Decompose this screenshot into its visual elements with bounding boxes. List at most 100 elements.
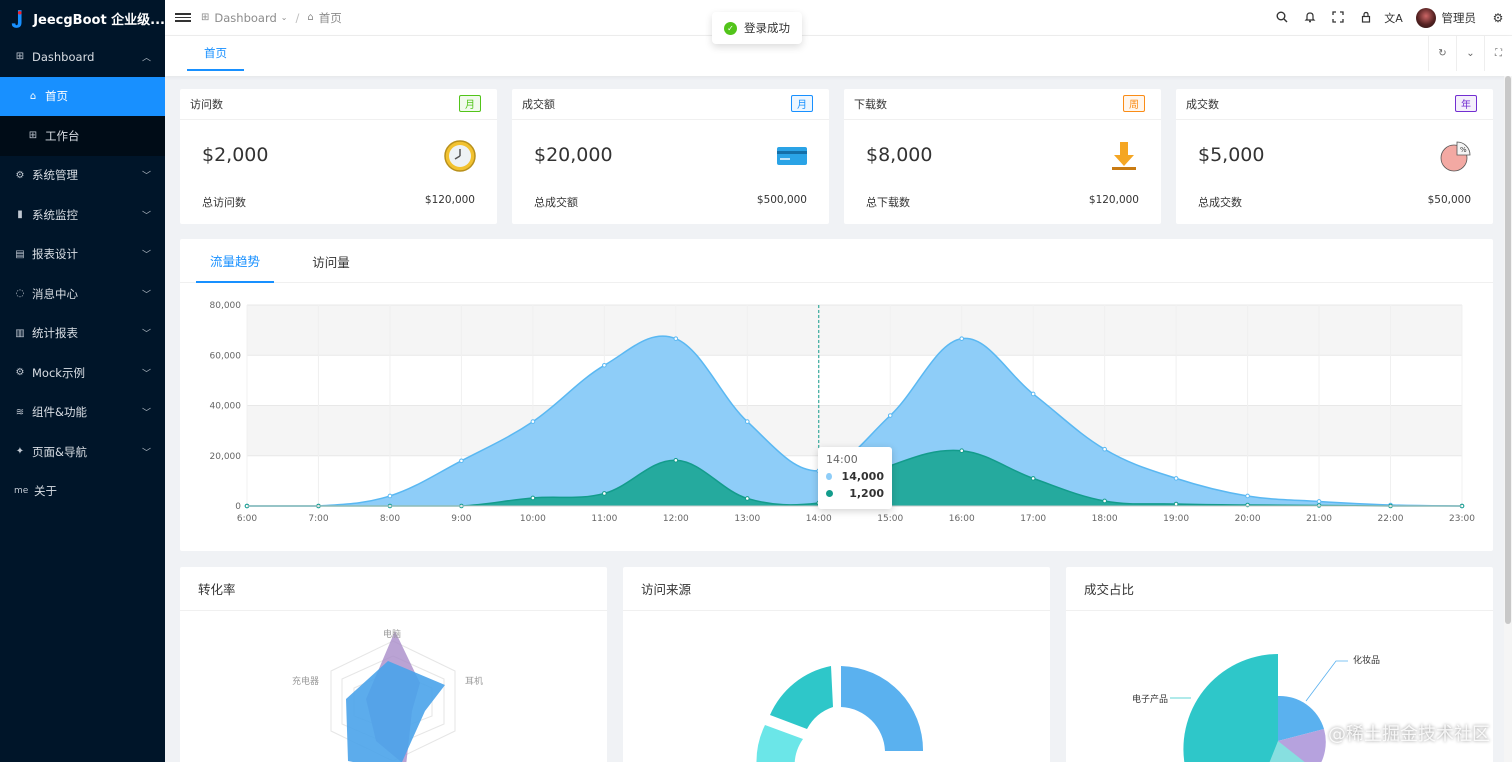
sidebar-item-label: Dashboard	[32, 49, 95, 64]
check-circle-icon: ✓	[724, 21, 737, 35]
sidebar: JeecgBoot 企业级... ⊞ Dashboard ︿ ⌂ 首页 ⊞ 工作台 ⚙ 系统管理…	[0, 0, 165, 762]
fullscreen-icon[interactable]	[1324, 10, 1352, 26]
app-title: JeecgBoot 企业级...	[33, 13, 165, 28]
y-tick-label: 20,000	[210, 452, 242, 462]
chevron-up-icon: ︿	[141, 53, 151, 64]
donut-chart[interactable]	[623, 611, 1050, 762]
sidebar-item-label: 首页	[45, 89, 68, 104]
bank-icon: ⌂	[29, 90, 37, 102]
scroll-thumb[interactable]	[1505, 76, 1511, 624]
page-scrollbar[interactable]	[1504, 76, 1512, 762]
chevron-down-icon: ﹀	[141, 408, 151, 419]
sidebar-item-2[interactable]: ⊞ 工作台	[0, 116, 165, 156]
stat-value: $2,000	[202, 144, 269, 166]
series-2-point	[1173, 501, 1179, 507]
bell-icon[interactable]	[1296, 11, 1324, 26]
traffic-area-chart[interactable]: 0 20,000 40,000 60,000 80,000 6:00 7:00 8:00 9:0…	[180, 283, 1493, 551]
chevron-down-icon[interactable]: ⌄	[1456, 36, 1484, 71]
x-tick-label: 16:00	[949, 514, 975, 524]
sidebar-item-5[interactable]: ▤ 报表设计 ﹀	[0, 235, 165, 275]
refresh-icon[interactable]: ↻	[1428, 36, 1456, 71]
period-tag: 月	[791, 95, 813, 112]
sidebar-item-10[interactable]: ✦ 页面&导航 ﹀	[0, 432, 165, 472]
stat-card: 下载数 周 $8,000 总下载数 $120,000	[844, 89, 1161, 224]
tab-home[interactable]: 首页	[187, 36, 244, 71]
series-1-point	[1316, 499, 1322, 504]
menu-fold-icon[interactable]	[175, 10, 191, 26]
sidebar-item-0[interactable]: ⊞ Dashboard ︿	[0, 37, 165, 77]
breadcrumb-dashboard[interactable]: Dashboard	[214, 10, 277, 25]
y-tick-label: 40,000	[210, 402, 242, 412]
series-1-point	[1030, 391, 1036, 397]
series-1-point	[673, 336, 679, 341]
donut-slice-blue	[841, 666, 924, 751]
donut-slice-teal	[770, 666, 833, 729]
sidebar-item-11[interactable]: me 关于	[0, 472, 165, 512]
sidebar-item-4[interactable]: ▮ 系统监控 ﹀	[0, 195, 165, 235]
credit-card-icon	[775, 139, 809, 173]
svg-text:%: %	[1460, 146, 1467, 154]
chevron-down-icon: ﹀	[141, 329, 151, 340]
x-tick-label: 20:00	[1235, 514, 1261, 524]
sidebar-item-6[interactable]: ◌ 消息中心 ﹀	[0, 274, 165, 314]
sidebar-item-label: Mock示例	[32, 365, 85, 380]
donut-slice-light	[756, 725, 803, 762]
chevron-down-icon: ﹀	[141, 290, 151, 301]
conversion-rate-card: 转化率 电脑 耳机 充电器	[180, 567, 607, 762]
sidebar-item-8[interactable]: ⚙ Mock示例 ﹀	[0, 353, 165, 393]
jeecg-logo-icon	[11, 9, 22, 28]
gear-icon: ⚙	[15, 367, 25, 379]
sidebar-item-label: 系统管理	[32, 168, 78, 183]
x-tick-label: 18:00	[1092, 514, 1118, 524]
stat-total-value: $500,000	[756, 194, 807, 206]
tooltip-title: 14:00	[826, 453, 858, 466]
user-name[interactable]: 管理员	[1441, 11, 1477, 25]
chevron-down-icon: ﹀	[141, 369, 151, 380]
gear-icon[interactable]: ⚙	[1492, 11, 1504, 25]
stat-value: $5,000	[1198, 144, 1265, 166]
sidebar-item-3[interactable]: ⚙ 系统管理 ﹀	[0, 156, 165, 196]
sidebar-item-label: 组件&功能	[32, 405, 87, 420]
sidebar-item-label: 关于	[34, 484, 57, 499]
chart-tooltip: 14:00 14,000 1,200	[818, 447, 892, 509]
series-1-point	[1173, 476, 1179, 481]
pie-slice-cosmetics	[1278, 695, 1324, 741]
series-1-area	[247, 336, 1462, 506]
x-tick-label: 11:00	[591, 514, 617, 524]
x-tick-label: 6:00	[237, 514, 257, 524]
tab-visits[interactable]: 访问量	[312, 254, 350, 270]
pie-chart[interactable]: 化妆品 电子产品	[1066, 611, 1493, 762]
tab-traffic-trend[interactable]: 流量趋势	[196, 239, 274, 283]
series-1-point	[530, 419, 536, 424]
radar-label-charger: 充电器	[292, 675, 319, 687]
sidebar-item-label: 页面&导航	[32, 444, 87, 459]
toast-message: 登录成功	[744, 21, 790, 35]
fold-screen-icon[interactable]: ⛶	[1484, 36, 1512, 71]
breadcrumb-home[interactable]: 首页	[318, 10, 342, 25]
search-icon[interactable]	[1268, 11, 1296, 26]
grid-band	[247, 305, 1462, 356]
stat-total-value: $120,000	[424, 194, 475, 206]
x-tick-label: 8:00	[380, 514, 400, 524]
chevron-down-icon: ﹀	[141, 250, 151, 261]
stat-total-label: 总下载数	[866, 196, 910, 209]
sidebar-item-7[interactable]: ▥ 统计报表 ﹀	[0, 314, 165, 354]
me-icon: me	[14, 486, 29, 497]
x-tick-label: 23:00	[1449, 514, 1475, 524]
series-2-point	[959, 448, 965, 454]
sidebar-item-1[interactable]: ⌂ 首页	[0, 76, 165, 116]
lock-icon[interactable]	[1352, 11, 1380, 26]
app-logo[interactable]: JeecgBoot 企业级...	[0, 0, 165, 37]
x-tick-label: 22:00	[1378, 514, 1404, 524]
radar-chart[interactable]: 电脑 耳机 充电器	[180, 611, 607, 762]
sidebar-item-label: 统计报表	[32, 326, 78, 341]
series-2-point	[673, 457, 679, 463]
radar-label-headphones: 耳机	[465, 675, 483, 687]
avatar[interactable]	[1415, 8, 1436, 28]
card-title: 成交占比	[1066, 567, 1493, 611]
gear-icon: ⚙	[15, 169, 25, 181]
translate-icon[interactable]: 文A	[1384, 12, 1403, 25]
chevron-down-icon: ﹀	[141, 171, 151, 182]
stat-total-value: $50,000	[1427, 194, 1471, 206]
sidebar-item-9[interactable]: ≋ 组件&功能 ﹀	[0, 393, 165, 433]
